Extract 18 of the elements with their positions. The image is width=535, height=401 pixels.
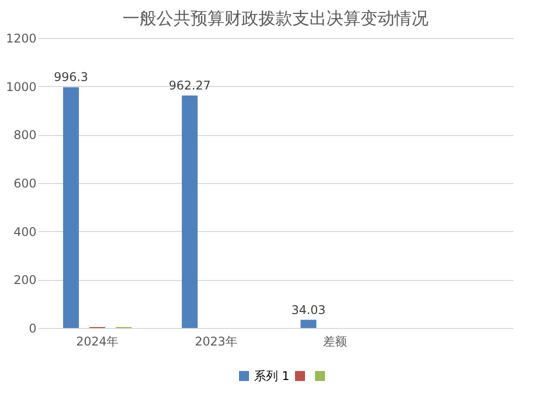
x-tick-label: 2024年: [76, 334, 119, 348]
y-tick-label: 0: [28, 322, 36, 336]
x-tick-label: 2023年: [194, 334, 238, 348]
legend-label: 系列 1: [254, 369, 290, 383]
chart-title: 一般公共预算财政拨款支出决算变动情况: [122, 9, 428, 29]
data-label: 34.03: [291, 302, 326, 317]
bar: [300, 320, 316, 328]
y-tick-label: 1200: [6, 32, 36, 46]
y-tick-label: 600: [14, 176, 36, 190]
y-tick-label: 400: [14, 224, 36, 239]
x-tick-label: 差额: [322, 334, 347, 348]
data-label: 996.3: [54, 70, 88, 84]
y-tick-label: 1000: [6, 80, 36, 94]
y-tick-label: 800: [14, 128, 36, 142]
data-label: 962.27: [168, 78, 211, 92]
y-tick-label: 200: [14, 273, 36, 288]
bar: [182, 95, 198, 328]
bar: [63, 87, 79, 328]
